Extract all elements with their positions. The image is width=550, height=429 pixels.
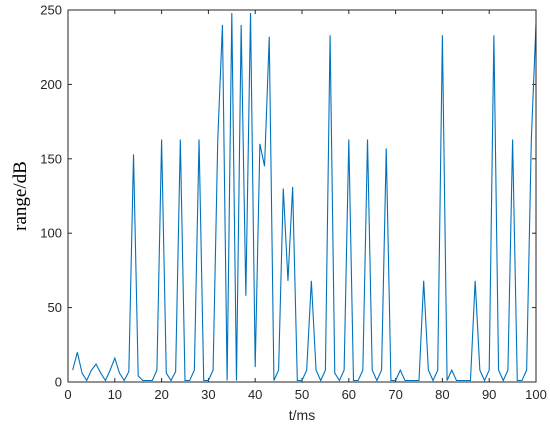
x-tick-label: 10 [108, 387, 122, 402]
plot-area-box [67, 9, 537, 383]
x-axis-label: t/ms [289, 407, 315, 423]
y-tick-label: 250 [40, 3, 62, 18]
x-tick-label: 90 [482, 387, 496, 402]
x-tick-label: 60 [342, 387, 356, 402]
x-tick-label: 30 [201, 387, 215, 402]
x-tick-label: 70 [388, 387, 402, 402]
series-line-1 [72, 12, 537, 382]
x-tick-label: 20 [154, 387, 168, 402]
y-tick-label: 200 [40, 77, 62, 92]
x-tick-label: 50 [295, 387, 309, 402]
y-axis-label: range/dB [10, 161, 31, 231]
x-tick-label: 0 [64, 387, 71, 402]
y-tick-label: 150 [40, 151, 62, 166]
x-tick-label: 40 [248, 387, 262, 402]
y-tick-label: 0 [55, 375, 62, 390]
x-tick-label: 100 [525, 387, 547, 402]
y-tick-label: 50 [48, 300, 62, 315]
y-tick-label: 100 [40, 226, 62, 241]
x-tick-label: 80 [435, 387, 449, 402]
